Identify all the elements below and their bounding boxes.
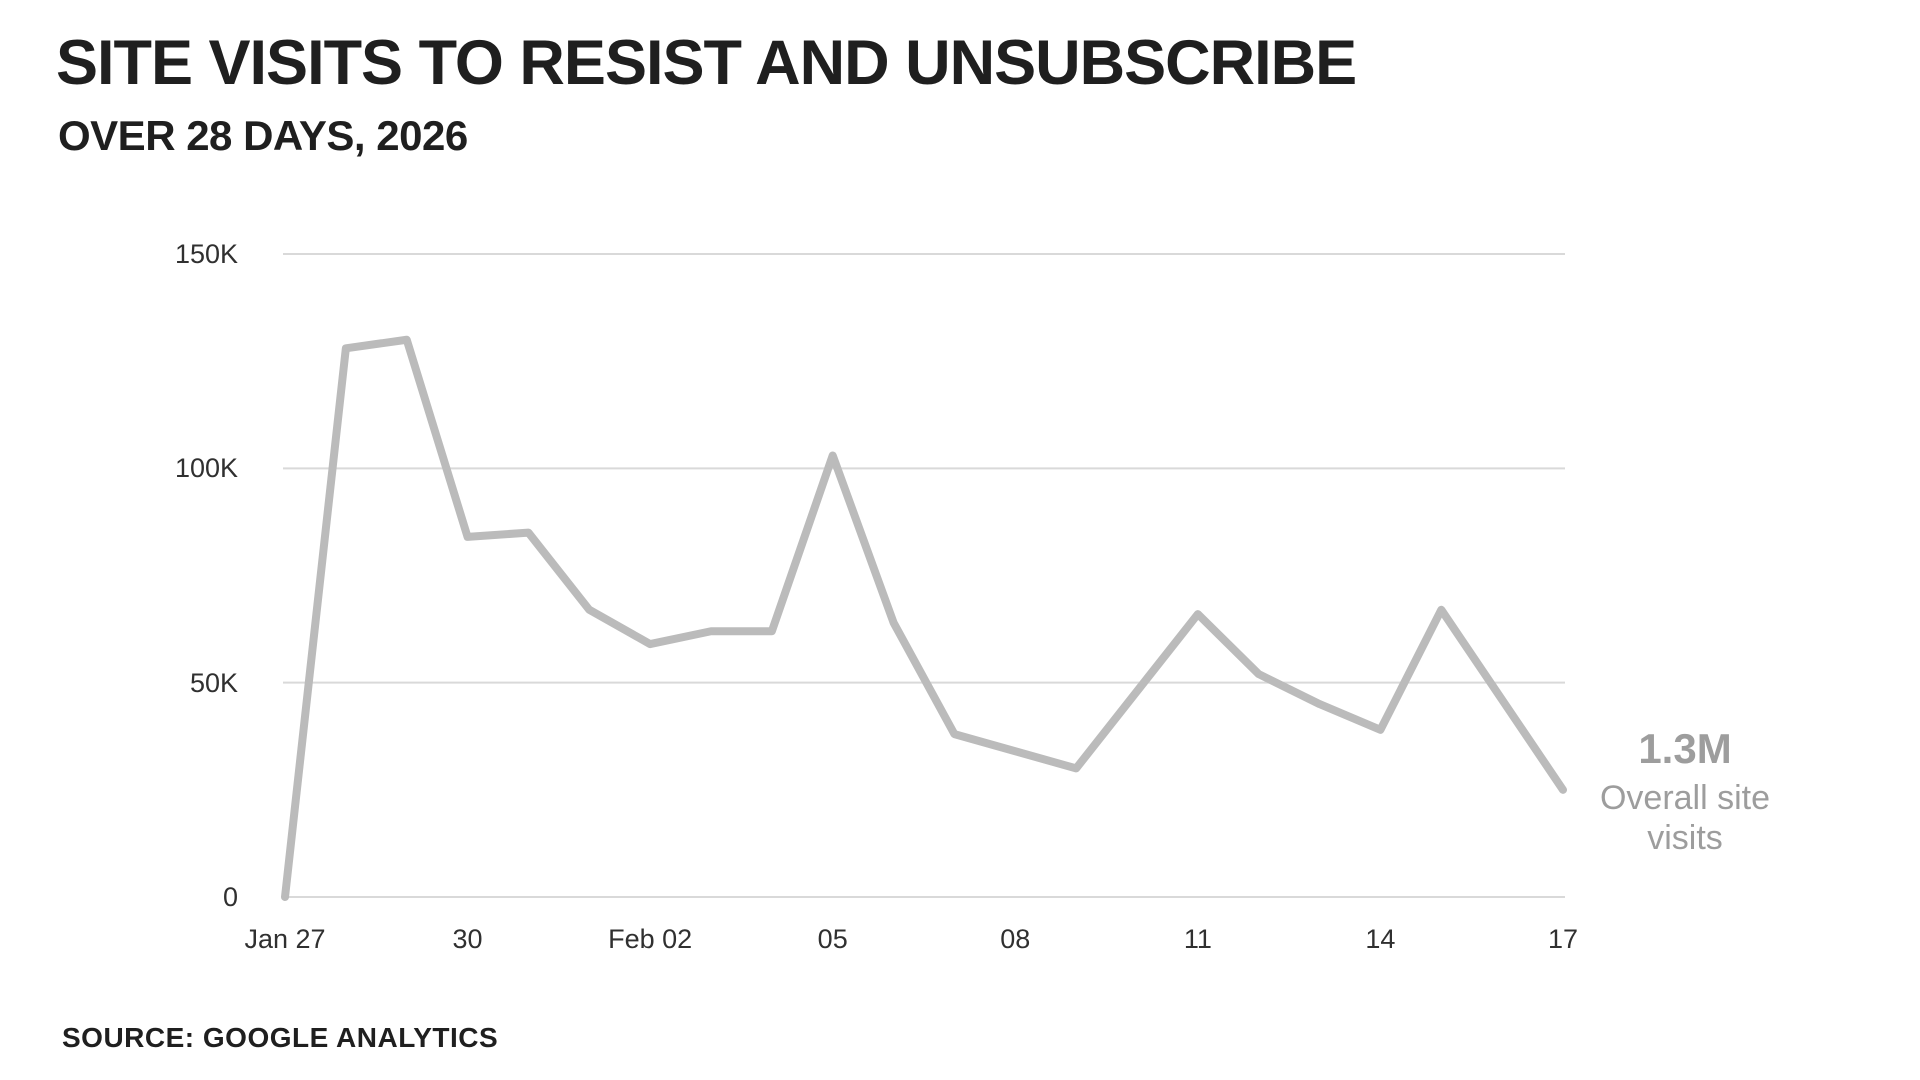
visits-line-series [281, 335, 1567, 901]
y-tick-label: 0 [222, 882, 238, 912]
x-tick-label: Jan 27 [244, 924, 326, 954]
y-tick-label: 50K [189, 667, 238, 698]
source-note: SOURCE: GOOGLE ANALYTICS [62, 1022, 499, 1053]
total-annotation: 1.3M Overall site visits [1585, 725, 1785, 858]
x-tick-label: 11 [1183, 924, 1212, 954]
x-tick-label: 30 [452, 924, 483, 954]
x-tick-label: Feb 02 [608, 924, 693, 954]
chart-title: SITE VISITS TO RESIST AND UNSUBSCRIBE [56, 28, 1357, 98]
total-description: Overall site visits [1599, 779, 1771, 858]
y-tick-label: 100K [174, 453, 238, 484]
total-value: 1.3M [1638, 725, 1732, 772]
x-tick-label: 14 [1365, 924, 1396, 954]
x-tick-label: 17 [1547, 924, 1579, 954]
chart-subtitle: OVER 28 DAYS, 2026 [58, 112, 468, 159]
x-tick-label: 08 [1000, 924, 1031, 954]
x-tick-label: 05 [817, 924, 848, 954]
y-tick-label: 150K [174, 239, 238, 269]
